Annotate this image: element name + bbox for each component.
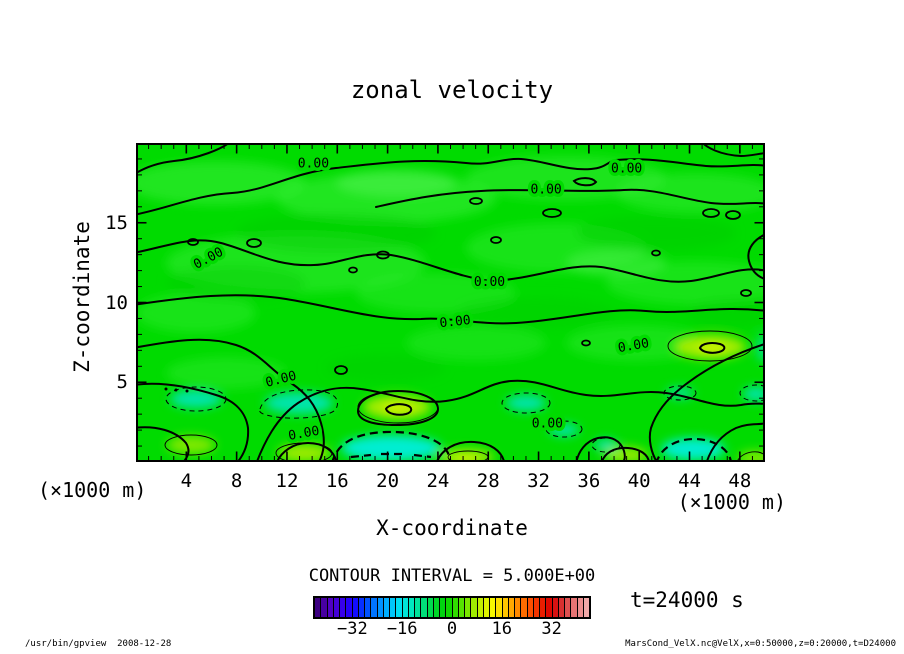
colorbar-cell xyxy=(483,598,489,617)
colorbar-cell xyxy=(490,598,496,617)
colorbar-cell xyxy=(508,598,514,617)
time-annotation: t=24000 s xyxy=(630,588,744,612)
contour-plot: 0.00 0.00 0.00 0.00 0.00 0.00 0.00 0.00 0.00 0.00 xyxy=(136,143,765,462)
colorbar-cell xyxy=(352,598,358,617)
colorbar-cell xyxy=(540,598,546,617)
colorbar-cell xyxy=(333,598,339,617)
contour-value-label: 0.00 xyxy=(530,182,561,197)
x-tick-label: 36 xyxy=(577,470,601,492)
colorbar-cell xyxy=(415,598,421,617)
colorbar-cell xyxy=(471,598,477,617)
colorbar-cell xyxy=(371,598,377,617)
colorbar-tick-label: 16 xyxy=(491,619,513,639)
colorbar-cell xyxy=(433,598,439,617)
x-tick-label: 24 xyxy=(426,470,450,492)
contour-value-label: 0.00 xyxy=(532,417,563,432)
contour-dots xyxy=(164,387,189,393)
x-tick-label: 20 xyxy=(376,470,400,492)
x-axis-unit: (×1000 m) xyxy=(677,490,786,514)
colorbar-cell xyxy=(446,598,452,617)
plot-frame xyxy=(136,143,765,462)
chart-title: zonal velocity xyxy=(350,76,554,104)
x-tick-label: 48 xyxy=(728,470,752,492)
colorbar-cell xyxy=(390,598,396,617)
colorbar-cell xyxy=(327,598,333,617)
x-tick-label: 44 xyxy=(678,470,701,492)
colorbar-tick-label: −16 xyxy=(386,619,418,639)
colorbar-cell xyxy=(552,598,558,617)
colorbar-cell xyxy=(533,598,539,617)
colorbar-cell xyxy=(377,598,383,617)
colorbar-cell xyxy=(315,598,321,617)
colorbar-cell xyxy=(477,598,483,617)
footer-command-date: /usr/bin/gpview 2008-12-28 xyxy=(25,639,172,649)
colorbar-cell xyxy=(365,598,371,617)
x-tick-label: 40 xyxy=(627,470,651,492)
y-tick-label: 15 xyxy=(105,211,128,234)
colorbar-cell xyxy=(521,598,527,617)
colorbar-cell xyxy=(558,598,564,617)
colorbar-cell xyxy=(421,598,427,617)
colorbar-cell xyxy=(546,598,552,617)
x-tick-label: 28 xyxy=(476,470,500,492)
colorbar-cell xyxy=(408,598,414,617)
contour-value-label: 0.00 xyxy=(474,275,505,290)
colorbar-cell xyxy=(452,598,458,617)
colorbar-cell xyxy=(427,598,433,617)
x-tick-label: 4 xyxy=(180,470,193,492)
contour-value-label: 0.00 xyxy=(298,157,329,172)
colorbar-tick-label: −32 xyxy=(337,619,368,639)
x-tick-label: 8 xyxy=(230,470,243,492)
colorbar-cell xyxy=(358,598,364,617)
colorbar-tick-label: 0 xyxy=(446,619,458,639)
colorbar-cell xyxy=(527,598,533,617)
colorbar-cell xyxy=(402,598,408,617)
contour-lines-negative xyxy=(165,384,765,453)
contour-value-label: 0.00 xyxy=(611,162,642,177)
y-tick-label: 10 xyxy=(105,291,128,314)
colorbar-cell xyxy=(502,598,508,617)
contour-speckles xyxy=(187,197,752,375)
colorbar-cell xyxy=(396,598,402,617)
colorbar-cell xyxy=(440,598,446,617)
colorbar-cell xyxy=(458,598,464,617)
y-tick-label: 5 xyxy=(116,371,128,394)
colorbar-cell xyxy=(565,598,571,617)
colorbar-cell xyxy=(346,598,352,617)
x-tick-label: 16 xyxy=(325,470,349,492)
axis-ticks xyxy=(137,144,764,461)
colorbar-cell xyxy=(383,598,389,617)
x-axis-title: X-coordinate xyxy=(376,516,528,540)
colorbar-cell xyxy=(571,598,577,617)
contour-plot-canvas: 0.00 0.000.000.000.000.000.000.000.00 0.00 xyxy=(136,143,765,462)
colorbar-cell xyxy=(583,598,589,617)
contour-interval-label: CONTOUR INTERVAL = 5.000E+00 xyxy=(308,566,596,586)
y-axis-unit: (×1000 m) xyxy=(38,478,147,502)
colorbar-cell xyxy=(340,598,346,617)
footer-file-spec: MarsCond_VelX.nc@VelX,x=0:50000,z=0:2000… xyxy=(625,639,896,649)
x-tick-label: 32 xyxy=(527,470,550,492)
colorbar-cell xyxy=(321,598,327,617)
colorbar-cell xyxy=(577,598,583,617)
colorbar-cell xyxy=(515,598,521,617)
x-tick-label: 12 xyxy=(275,470,299,492)
colorbar-cell xyxy=(496,598,502,617)
colorbar-tick-label: 32 xyxy=(541,619,562,639)
colorbar-cell xyxy=(465,598,471,617)
colorbar xyxy=(313,596,591,619)
field-shading xyxy=(136,156,765,462)
